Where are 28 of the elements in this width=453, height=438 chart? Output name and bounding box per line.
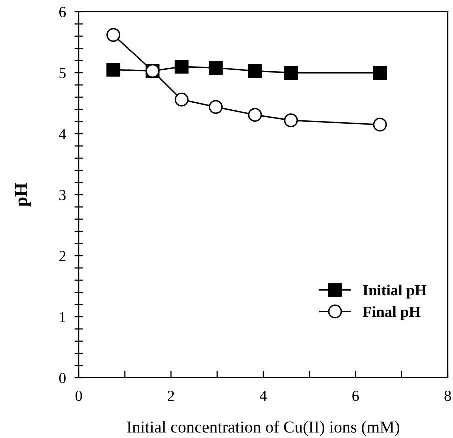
point <box>284 114 298 128</box>
point <box>248 64 262 78</box>
x-tick-label: 8 <box>444 390 452 402</box>
legend-label: Initial pH <box>363 284 427 299</box>
point <box>373 66 388 80</box>
y-tick-label: 0 <box>59 373 66 384</box>
y-tick-label: 6 <box>60 7 66 18</box>
point <box>209 61 223 76</box>
y-tick-label: 1 <box>60 312 66 322</box>
x-tick-label: 2 <box>168 390 174 402</box>
y-axis-title: pH <box>15 183 32 207</box>
legend-label: Final pH <box>363 306 421 320</box>
point <box>106 28 121 42</box>
y-tick-label: 3 <box>60 190 66 200</box>
y-tick-label: 2 <box>60 251 66 262</box>
y-tick-label: 4 <box>59 129 66 140</box>
point <box>174 60 189 74</box>
y-tick-label: 5 <box>60 68 66 78</box>
point <box>284 66 298 80</box>
point <box>248 108 262 122</box>
point <box>209 100 223 114</box>
x-tick-label: 6 <box>352 390 360 402</box>
point <box>106 63 121 77</box>
point <box>373 118 388 132</box>
x-axis-title: Initial concentration of Cu(II) ions (mM) <box>127 421 400 436</box>
x-tick-label: 0 <box>76 390 82 402</box>
x-tick-label: 4 <box>260 391 268 402</box>
point <box>174 92 189 107</box>
